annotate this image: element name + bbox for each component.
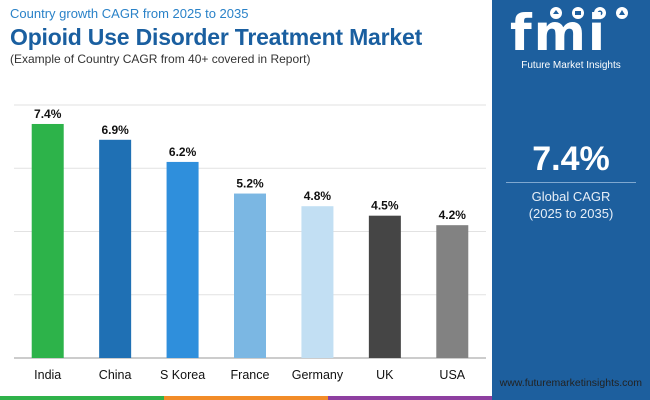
- stripe-segment-purple: [328, 396, 492, 400]
- stripe-segment-green: [0, 396, 164, 400]
- global-cagr-label: Global CAGR (2025 to 2035): [492, 188, 650, 222]
- chart-top-subtitle: Country growth CAGR from 2025 to 2035: [10, 6, 249, 21]
- data-label: 4.5%: [371, 199, 399, 213]
- data-label: 4.2%: [439, 208, 467, 222]
- bar-india: [31, 123, 64, 358]
- logo-caption: Future Market Insights: [521, 60, 621, 71]
- bar-china: [99, 139, 132, 358]
- bar-uk: [368, 215, 401, 358]
- global-cagr-label-line1: Global CAGR: [531, 189, 611, 204]
- x-tick-label: India: [34, 368, 61, 382]
- global-cagr-label-line2: (2025 to 2035): [528, 206, 614, 221]
- data-label: 6.2%: [169, 145, 197, 159]
- chart-bottom-subtitle: (Example of Country CAGR from 40+ covere…: [10, 52, 311, 66]
- bar-germany: [301, 206, 334, 358]
- data-label: 7.4%: [34, 107, 62, 121]
- global-cagr-value: 7.4%: [532, 140, 610, 178]
- x-tick-label: S Korea: [160, 368, 205, 382]
- bottom-color-stripe: [0, 396, 492, 400]
- x-tick-label: UK: [376, 368, 394, 382]
- data-label: 5.2%: [236, 177, 264, 191]
- x-tick-label: France: [231, 368, 270, 382]
- logo-decoration-icon: [550, 7, 628, 19]
- logo-wordmark: fmi: [510, 4, 607, 62]
- x-tick-label: China: [99, 368, 132, 382]
- bar-s-korea: [166, 161, 199, 358]
- chart-header: Country growth CAGR from 2025 to 2035 Op…: [10, 6, 490, 66]
- data-label: 4.8%: [304, 189, 332, 203]
- bar-usa: [436, 225, 469, 358]
- x-tick-label: USA: [439, 368, 465, 382]
- website-link[interactable]: www.futuremarketinsights.com: [499, 377, 642, 389]
- stripe-segment-orange: [164, 396, 328, 400]
- x-tick-label: Germany: [292, 368, 344, 382]
- bar-france: [234, 193, 266, 358]
- sidebar-panel: fmi Future Market Insights 7.4% Global C…: [492, 0, 650, 400]
- sidebar-divider: [506, 182, 636, 183]
- fmi-logo: fmi Future Market Insights: [492, 0, 650, 84]
- data-label: 6.9%: [101, 123, 129, 137]
- chart-title: Opioid Use Disorder Treatment Market: [10, 24, 423, 50]
